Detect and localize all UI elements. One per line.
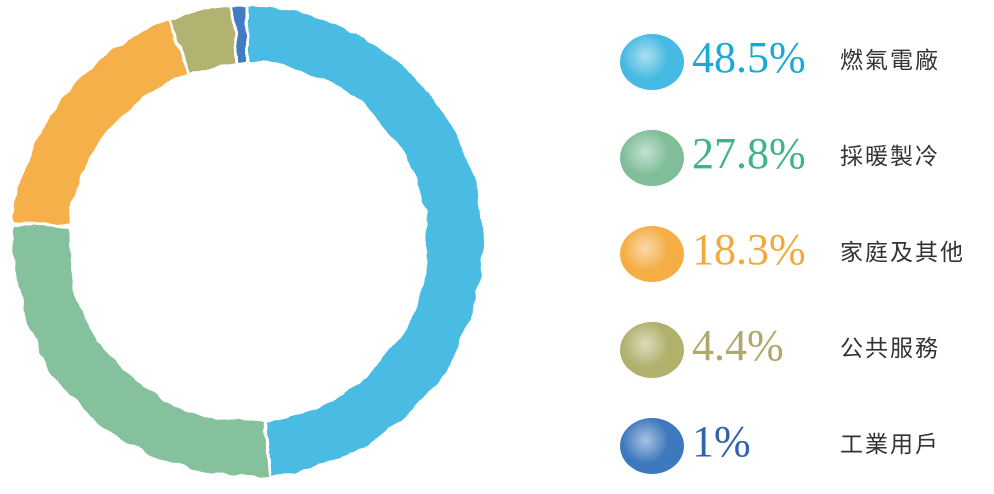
legend-label: 燃氣電廠 (840, 48, 940, 74)
legend-value: 48.5% (692, 33, 806, 82)
legend: 48.5% 燃氣電廠 27.8% 採暖製冷 18.3% 家庭及其他 4.4% 公共服務 1% 工業… (618, 14, 988, 494)
donut-slice-2 (10, 221, 272, 480)
legend-swatch (620, 226, 684, 282)
legend-item-2: 27.8% 採暖製冷 (618, 110, 988, 206)
legend-swatch (620, 130, 684, 186)
legend-label: 採暖製冷 (840, 144, 940, 170)
legend-swatch (620, 34, 684, 90)
legend-value: 1% (692, 417, 751, 466)
legend-swatch (620, 418, 684, 474)
legend-label: 家庭及其他 (840, 240, 965, 266)
legend-item-5: 1% 工業用戶 (618, 398, 988, 494)
donut-hole (71, 65, 425, 419)
legend-item-1: 48.5% 燃氣電廠 (618, 14, 988, 110)
legend-swatch (620, 322, 684, 378)
legend-label: 工業用戶 (840, 432, 940, 458)
legend-value: 27.8% (692, 129, 806, 178)
donut-slice-1 (246, 4, 486, 479)
legend-value: 4.4% (692, 321, 784, 370)
donut-chart (0, 0, 500, 482)
legend-label: 公共服務 (840, 336, 940, 362)
donut-slice-5 (231, 4, 250, 66)
legend-value: 18.3% (692, 225, 806, 274)
legend-item-3: 18.3% 家庭及其他 (618, 206, 988, 302)
legend-item-4: 4.4% 公共服務 (618, 302, 988, 398)
donut-chart-svg (10, 4, 486, 480)
